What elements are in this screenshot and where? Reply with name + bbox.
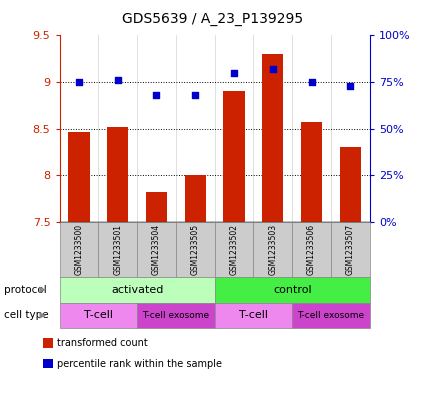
Bar: [184, 175, 206, 222]
Point: [192, 92, 198, 98]
Point: [76, 79, 82, 85]
Point: [231, 70, 238, 76]
Point: [308, 79, 315, 85]
Bar: [146, 192, 167, 222]
Bar: [107, 127, 128, 222]
Text: GSM1233503: GSM1233503: [268, 224, 277, 275]
Text: percentile rank within the sample: percentile rank within the sample: [57, 358, 222, 369]
Text: GSM1233507: GSM1233507: [346, 224, 355, 275]
Bar: [301, 122, 322, 222]
Text: GSM1233506: GSM1233506: [307, 224, 316, 275]
Text: T-cell: T-cell: [239, 310, 268, 320]
Point: [153, 92, 160, 98]
Bar: [340, 147, 361, 222]
Bar: [224, 91, 245, 222]
Text: GSM1233505: GSM1233505: [191, 224, 200, 275]
Point: [347, 83, 354, 89]
Text: GSM1233502: GSM1233502: [230, 224, 238, 275]
Bar: [68, 132, 90, 222]
Text: GSM1233501: GSM1233501: [113, 224, 122, 275]
Text: cell type: cell type: [4, 310, 49, 320]
Text: activated: activated: [111, 285, 163, 295]
Text: transformed count: transformed count: [57, 338, 148, 348]
Text: GSM1233500: GSM1233500: [74, 224, 83, 275]
Text: T-cell exosome: T-cell exosome: [142, 311, 210, 320]
Text: protocol: protocol: [4, 285, 47, 295]
Text: GSM1233504: GSM1233504: [152, 224, 161, 275]
Point: [269, 66, 276, 72]
Text: GDS5639 / A_23_P139295: GDS5639 / A_23_P139295: [122, 12, 303, 26]
Bar: [262, 54, 283, 222]
Text: T-cell exosome: T-cell exosome: [298, 311, 365, 320]
Point: [114, 77, 121, 83]
Text: control: control: [273, 285, 312, 295]
Text: T-cell: T-cell: [84, 310, 113, 320]
